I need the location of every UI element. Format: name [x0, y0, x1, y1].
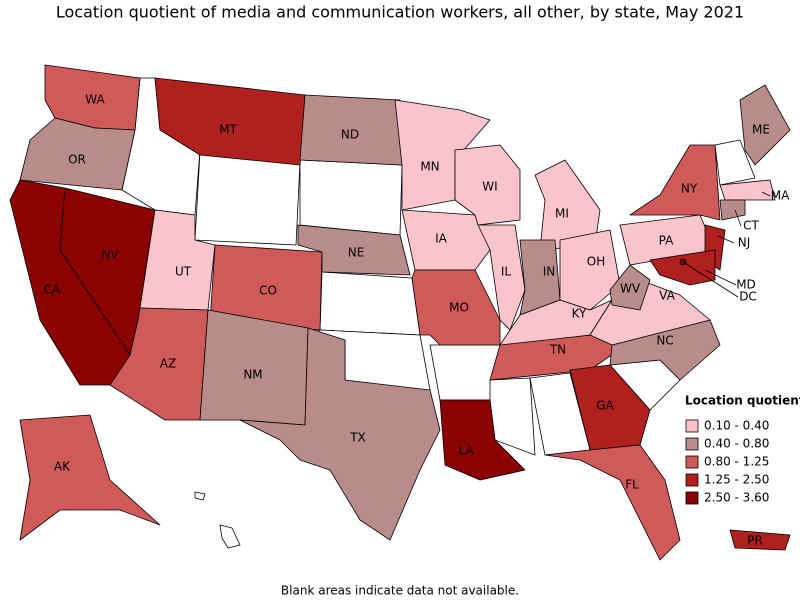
state-label: IA: [435, 232, 448, 246]
state-shape: [714, 139, 756, 186]
state-shape: [209, 244, 323, 331]
state-shape: [429, 344, 501, 401]
state-label: WV: [620, 282, 641, 296]
state-label: NV: [101, 248, 119, 262]
state-shape: [401, 209, 491, 271]
state-shape: [559, 229, 621, 311]
leader-line: [717, 235, 735, 244]
state-shape: [729, 529, 791, 551]
state-label: OR: [68, 153, 86, 167]
legend-swatch: [685, 437, 699, 451]
state-label: TX: [349, 431, 366, 445]
state-shape: [739, 84, 791, 166]
state-shape: [194, 151, 301, 246]
state-shape: [319, 271, 421, 336]
legend-title: Location quotient: [685, 394, 800, 408]
state-label: MI: [555, 207, 569, 221]
state-label: IL: [501, 265, 512, 279]
state-shape: [239, 327, 441, 541]
state-label: CT: [743, 219, 759, 233]
legend-swatch: [685, 455, 699, 469]
state-label: PR: [747, 534, 763, 548]
state-label: KY: [572, 307, 587, 321]
map-title: Location quotient of media and communica…: [56, 3, 744, 22]
state-shape: [719, 199, 746, 221]
state-shape: [649, 249, 716, 286]
leader-line: [734, 209, 742, 227]
state-label: PA: [659, 234, 674, 248]
leader-line: [761, 191, 771, 197]
state-label: WI: [482, 180, 497, 194]
state-label: NY: [681, 182, 698, 196]
state-label: CA: [44, 283, 61, 297]
state-shape: [297, 224, 411, 276]
state-label: MT: [219, 123, 237, 137]
state-label: DC: [739, 290, 757, 304]
state-shape: [219, 524, 241, 549]
blank-states: [121, 77, 756, 549]
state-label: WA: [85, 93, 105, 107]
leader-line: [682, 261, 739, 298]
state-label: ND: [341, 128, 359, 142]
state-shape: [299, 159, 403, 236]
leader-line: [704, 269, 737, 286]
state-label: MO: [449, 301, 469, 315]
state-label: MD: [736, 278, 756, 292]
legend-swatch: [685, 473, 699, 487]
state-label: MA: [771, 189, 790, 203]
state-label: NM: [243, 368, 262, 382]
state-shape: [719, 179, 776, 201]
state-label: CO: [259, 284, 277, 298]
state-shape: [439, 399, 526, 481]
state-label: LA: [458, 444, 474, 458]
state-shape: [19, 117, 136, 191]
state-label: MN: [420, 160, 439, 174]
state-shape: [629, 144, 721, 221]
state-shape: [154, 77, 306, 166]
legend-label: 0.10 - 0.40: [704, 419, 769, 433]
state-label: ME: [752, 123, 770, 137]
state-label: NJ: [738, 236, 751, 250]
legend-swatch: [685, 419, 699, 433]
legend-label: 0.40 - 0.80: [704, 437, 769, 451]
state-shape: [454, 144, 521, 226]
state-label: NC: [656, 334, 673, 348]
state-label: VA: [659, 289, 675, 303]
state-shape: [609, 264, 651, 311]
state-label: NE: [348, 246, 365, 260]
legend: Location quotient 0.10 - 0.40 0.40 - 0.80…: [685, 394, 800, 505]
states: WA OR CA NV MT UT CO AZ NM ND NE TX MN IA MO LA WI IL MI IN…: [9, 64, 791, 561]
state-shape: [569, 364, 651, 451]
state-label: TN: [549, 343, 566, 357]
state-label: AK: [54, 460, 71, 474]
legend-label: 2.50 - 3.60: [704, 491, 769, 505]
state-shape: [489, 377, 536, 456]
state-label: FL: [625, 478, 639, 492]
legend-swatch: [685, 491, 699, 505]
state-label: UT: [175, 265, 192, 279]
state-shape: [194, 491, 206, 501]
note: Blank areas indicate data not available.: [281, 584, 519, 598]
state-shape: [544, 444, 681, 561]
state-label: GA: [596, 399, 614, 413]
state-shape: [411, 269, 501, 346]
state-shape: [19, 414, 161, 541]
legend-label: 0.80 - 1.25: [704, 455, 769, 469]
state-label: AZ: [160, 357, 176, 371]
state-label: IN: [543, 265, 556, 279]
legend-label: 1.25 - 2.50: [704, 473, 769, 487]
state-label: OH: [587, 255, 605, 269]
